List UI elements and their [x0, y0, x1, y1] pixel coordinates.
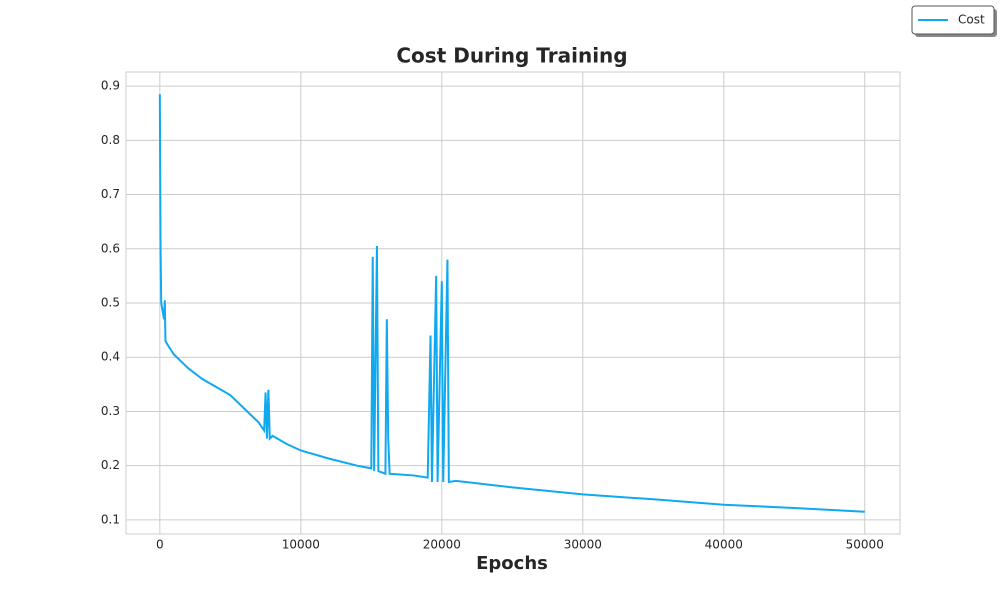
y-tick-label: 0.3: [101, 404, 120, 418]
x-tick-label: 10000: [282, 538, 320, 552]
x-axis-label: Epochs: [476, 553, 548, 574]
y-tick-label: 0.9: [101, 79, 120, 93]
chart-title: Cost During Training: [396, 44, 627, 68]
legend-label: Cost: [958, 13, 985, 27]
y-tick-label: 0.1: [101, 512, 120, 526]
y-tick-label: 0.8: [101, 133, 120, 147]
y-tick-label: 0.2: [101, 458, 120, 472]
x-tick-label: 30000: [564, 538, 602, 552]
y-tick-label: 0.6: [101, 241, 120, 255]
x-tick-label: 50000: [846, 538, 884, 552]
y-tick-label: 0.5: [101, 296, 120, 310]
y-tick-label: 0.4: [101, 350, 120, 364]
x-tick-label: 40000: [705, 538, 743, 552]
y-tick-label: 0.7: [101, 187, 120, 201]
x-tick-label: 20000: [423, 538, 461, 552]
x-tick-label: 0: [156, 538, 164, 552]
legend-box: [911, 5, 995, 35]
line: [158, 94, 865, 513]
